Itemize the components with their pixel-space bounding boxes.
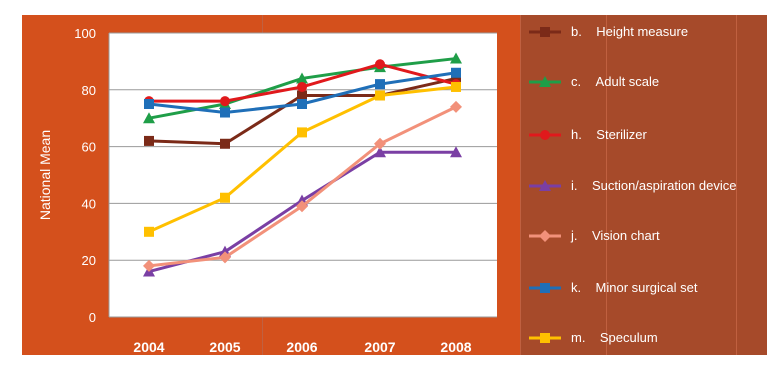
x-tick-label: 2005 bbox=[209, 339, 240, 355]
data-point bbox=[297, 90, 307, 101]
series-vision-chart bbox=[143, 100, 462, 272]
data-point bbox=[450, 146, 462, 158]
legend-swatch bbox=[529, 230, 561, 242]
data-point bbox=[450, 100, 462, 113]
data-point bbox=[144, 226, 154, 237]
legend-label: i. Suction/aspiration device bbox=[571, 178, 737, 193]
legend-swatch-marker bbox=[539, 76, 551, 87]
data-point bbox=[297, 99, 307, 109]
data-point bbox=[374, 137, 386, 150]
legend-divider bbox=[736, 15, 737, 355]
y-tick-label: 0 bbox=[89, 310, 96, 325]
x-tick-label: 2007 bbox=[364, 339, 395, 355]
data-point bbox=[144, 135, 154, 146]
legend-label: j. Vision chart bbox=[571, 228, 660, 243]
legend-swatch-marker bbox=[540, 27, 550, 37]
data-point bbox=[297, 81, 307, 92]
data-point bbox=[450, 52, 462, 64]
data-point bbox=[144, 99, 154, 109]
y-tick-label: 20 bbox=[82, 253, 96, 268]
data-point bbox=[220, 96, 230, 107]
series-sterilizer bbox=[144, 59, 461, 107]
legend-swatch bbox=[529, 180, 561, 191]
legend-swatch-marker bbox=[540, 283, 550, 293]
y-tick-label: 60 bbox=[82, 140, 96, 155]
series-speculum bbox=[144, 81, 461, 237]
data-point bbox=[296, 200, 308, 213]
x-tick-label: 2008 bbox=[440, 339, 471, 355]
data-point bbox=[220, 138, 230, 149]
data-point bbox=[375, 90, 385, 101]
legend-item: c. Adult scale bbox=[527, 72, 767, 92]
legend-swatch bbox=[529, 130, 561, 140]
data-point bbox=[143, 259, 155, 272]
legend-item: j. Vision chart bbox=[527, 226, 767, 246]
data-point bbox=[375, 79, 385, 90]
data-point bbox=[374, 146, 386, 158]
legend-swatch-marker bbox=[540, 130, 550, 140]
legend-swatch-marker bbox=[540, 333, 550, 343]
legend-swatch-marker bbox=[539, 230, 551, 242]
y-axis-label: National Mean bbox=[37, 130, 53, 220]
x-tick-label: 2004 bbox=[133, 339, 164, 355]
series-minor-surgical-set bbox=[144, 67, 461, 118]
legend-divider bbox=[520, 15, 521, 355]
data-point bbox=[451, 73, 461, 84]
data-point bbox=[451, 67, 461, 78]
legend-divider bbox=[606, 15, 607, 355]
legend-label: b. Height measure bbox=[571, 24, 689, 39]
legend-swatch-marker bbox=[539, 180, 551, 191]
x-tick-label: 2006 bbox=[286, 339, 317, 355]
legend-swatch bbox=[529, 76, 561, 87]
data-point bbox=[220, 107, 230, 118]
legend-panel bbox=[520, 15, 767, 355]
data-point bbox=[451, 81, 461, 92]
legend-label: k. Minor surgical set bbox=[571, 280, 698, 295]
data-point bbox=[219, 251, 231, 264]
legend-swatch bbox=[529, 283, 561, 293]
legend-item: h. Sterilizer bbox=[527, 125, 767, 145]
y-tick-label: 40 bbox=[82, 196, 96, 211]
legend-label: m. Speculum bbox=[571, 330, 658, 345]
legend-label: h. Sterilizer bbox=[571, 127, 647, 142]
y-tick-label: 80 bbox=[82, 83, 96, 98]
legend-item: i. Suction/aspiration device bbox=[527, 176, 767, 196]
data-point bbox=[220, 192, 230, 203]
legend-item: b. Height measure bbox=[527, 22, 767, 42]
legend-item: k. Minor surgical set bbox=[527, 278, 767, 298]
legend-swatch bbox=[529, 27, 561, 37]
data-point bbox=[296, 72, 308, 84]
legend-swatch bbox=[529, 333, 561, 343]
data-point bbox=[143, 112, 155, 124]
y-tick-label: 100 bbox=[74, 26, 96, 41]
data-point bbox=[297, 127, 307, 138]
legend-item: m. Speculum bbox=[527, 328, 767, 348]
legend-label: c. Adult scale bbox=[571, 74, 660, 89]
data-point bbox=[375, 59, 385, 70]
